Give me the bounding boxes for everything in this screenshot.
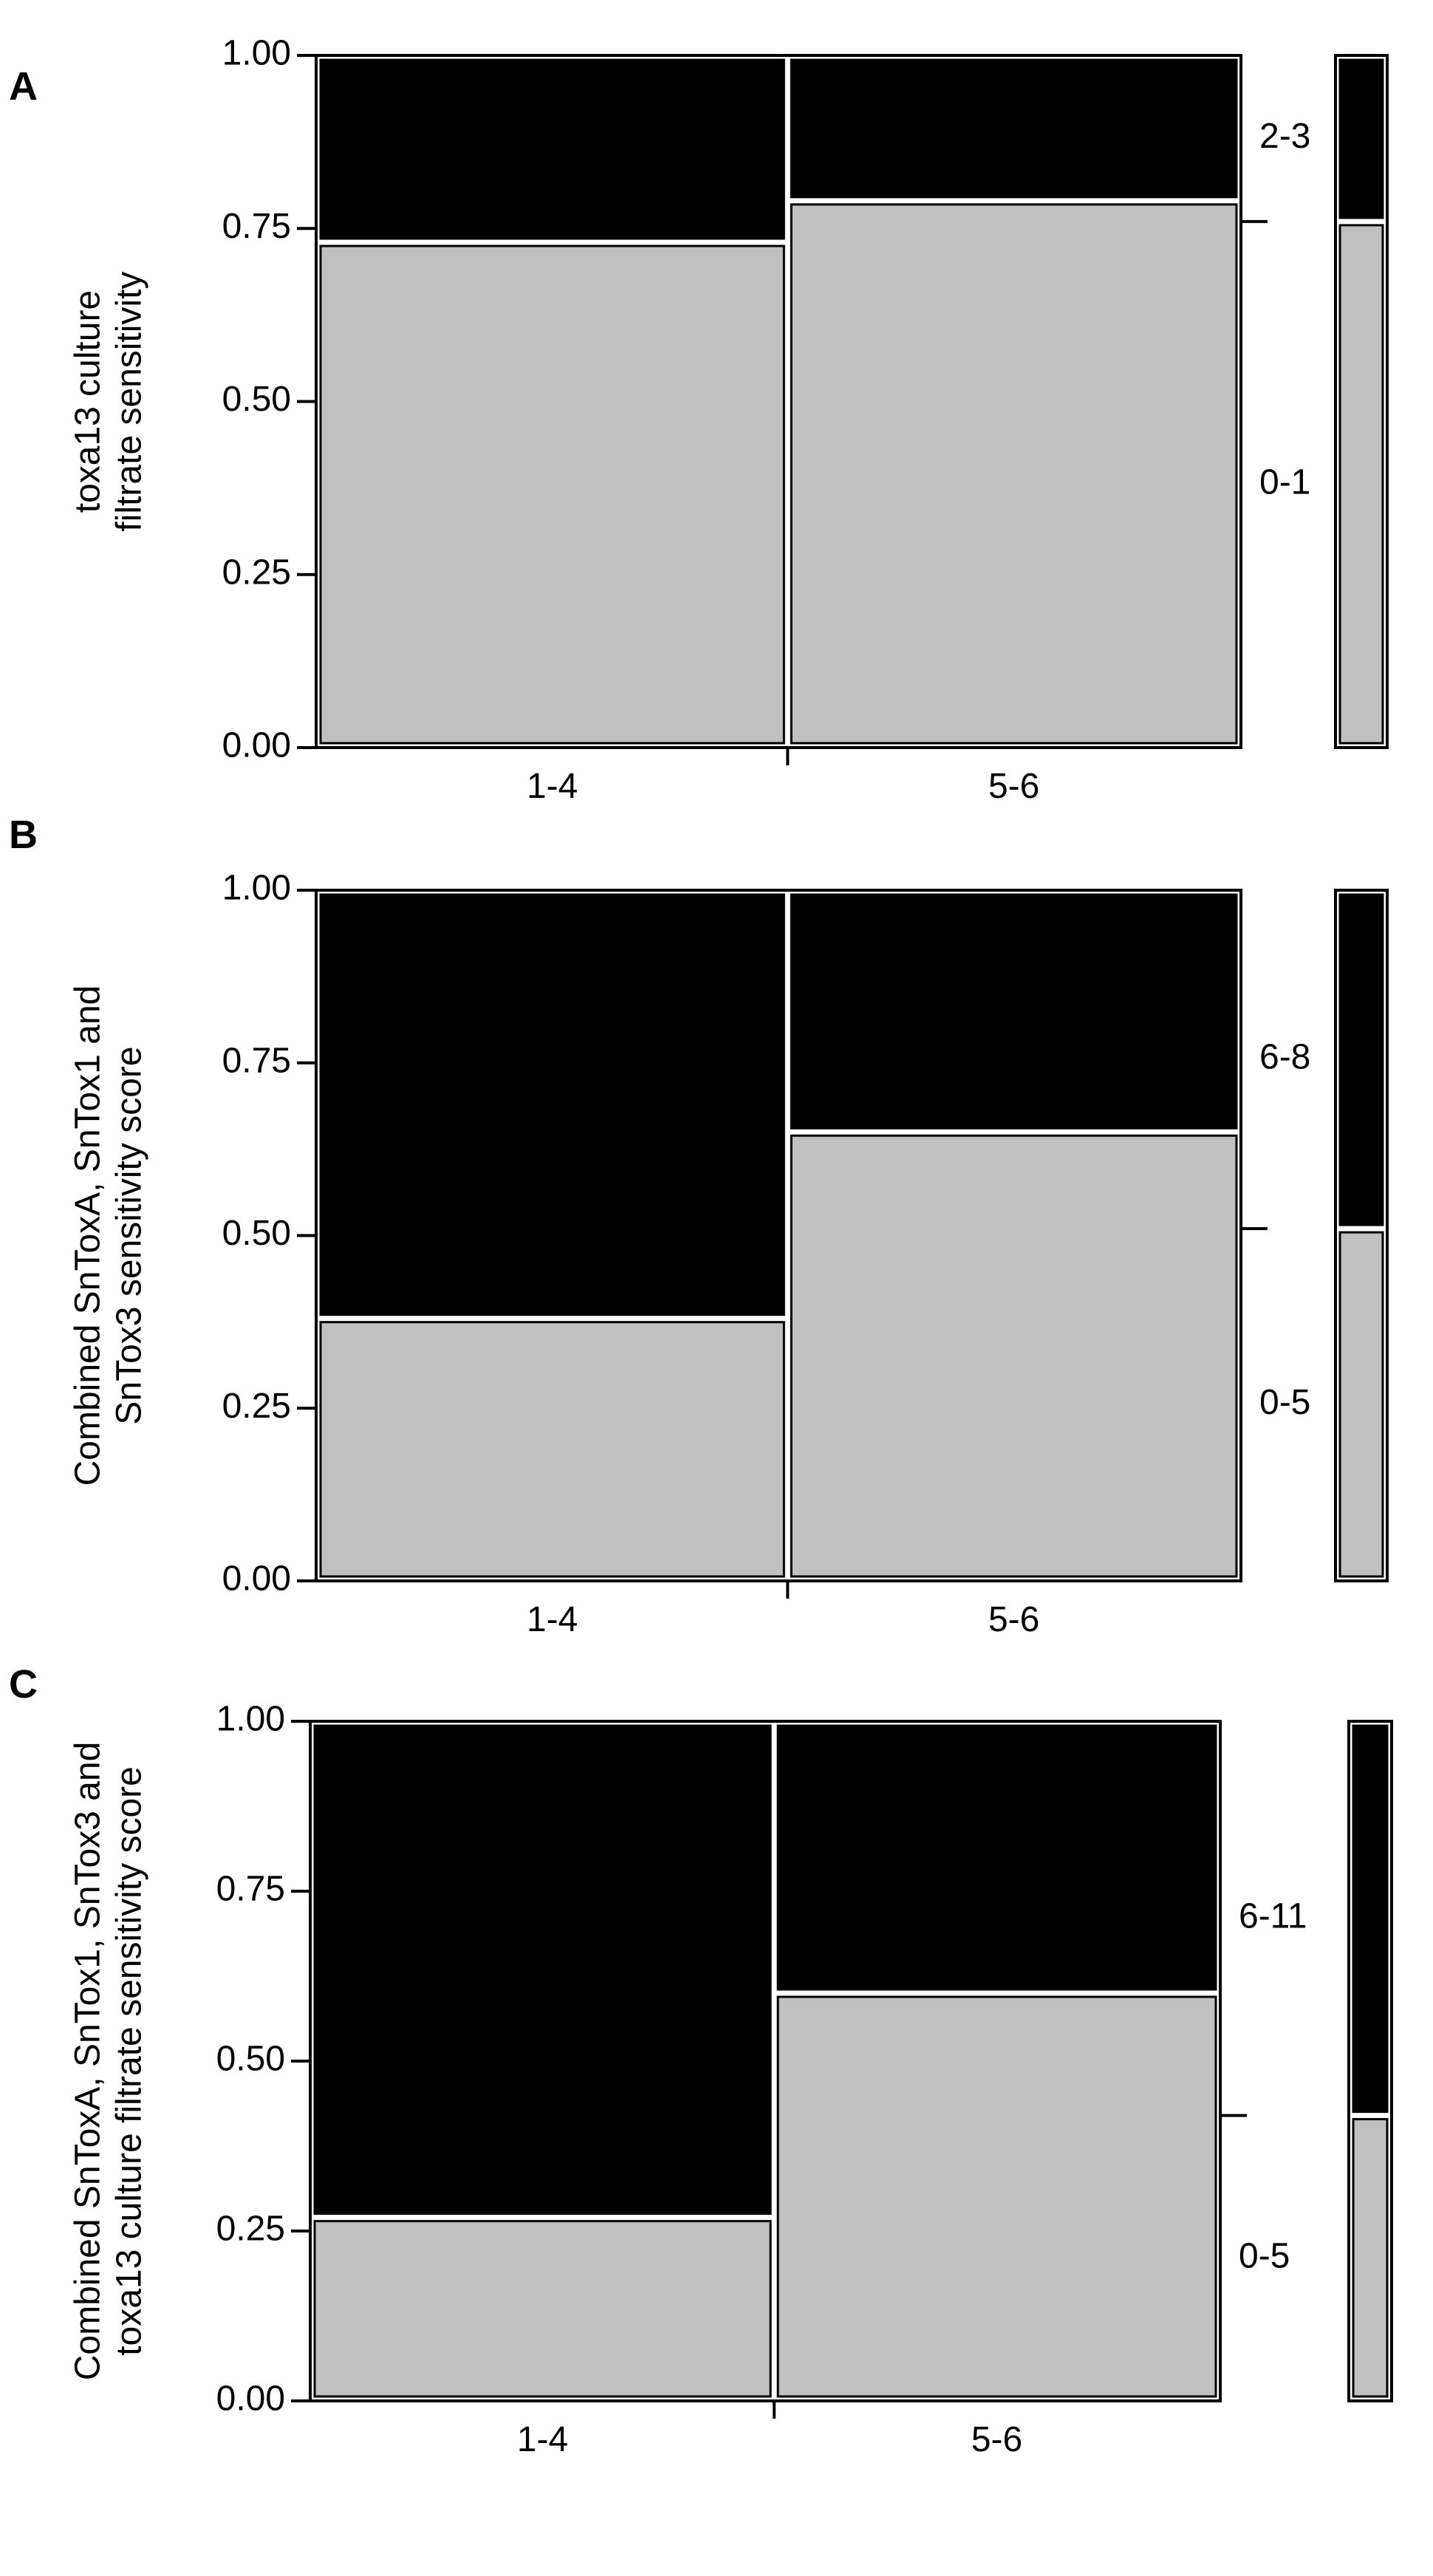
y-tick-label: 0.25 <box>222 1387 291 1426</box>
tile-1-4-0-5 <box>313 2220 772 2398</box>
y-tick-label: 0.75 <box>222 207 291 246</box>
marginal-tile-0-5 <box>1338 1231 1384 1578</box>
tile-1-4-6-11 <box>313 1724 772 2215</box>
tile-5-6-0-1 <box>790 203 1238 745</box>
y-tick-label: 1.00 <box>222 34 291 73</box>
x-tick-label: 5-6 <box>988 1600 1039 1639</box>
y-tick-label: 1.00 <box>216 1700 285 1739</box>
x-tick-label: 1-4 <box>527 767 578 806</box>
tile-5-6-0-5 <box>790 1134 1238 1578</box>
tile-5-6-0-5 <box>776 1995 1217 2398</box>
tile-1-4-6-8 <box>319 893 785 1316</box>
y-tick-label: 0.75 <box>222 1041 291 1080</box>
y-tick-label: 0.25 <box>222 553 291 592</box>
marginal-tile-0-5 <box>1352 2118 1389 2398</box>
marginal-tile-2-3 <box>1338 58 1384 219</box>
y-tick-label: 0.50 <box>222 380 291 419</box>
y-axis-label: Combined SnToxA, SnTox1, SnTox3 and <box>69 1742 108 2381</box>
x-tick-label: 5-6 <box>971 2420 1022 2459</box>
x-tick-label: 1-4 <box>517 2420 568 2459</box>
level-label: 2-3 <box>1259 117 1310 156</box>
level-label: 6-11 <box>1239 1896 1307 1936</box>
marginal-tile-0-1 <box>1338 224 1384 745</box>
y-axis-label: SnTox3 sensitivity score <box>110 1046 149 1424</box>
y-tick-label: 0.00 <box>222 726 291 765</box>
tile-5-6-6-11 <box>776 1724 1217 1991</box>
tile-1-4-0-5 <box>319 1321 785 1578</box>
y-axis-label: toxa13 culture filtrate sensitivity scor… <box>110 1766 149 2356</box>
level-label: 6-8 <box>1259 1038 1310 1077</box>
x-tick-label: 1-4 <box>527 1600 578 1639</box>
y-tick-label: 0.50 <box>222 1214 291 1253</box>
marginal-tile-6-8 <box>1338 893 1384 1226</box>
level-label: 0-5 <box>1239 2236 1290 2275</box>
panel-letter: A <box>9 64 38 109</box>
tile-5-6-2-3 <box>790 58 1238 199</box>
panel-b: B Combined SnToxA, SnTox1 and SnTox3 sensi… <box>9 813 1389 1639</box>
y-tick-label: 0.00 <box>216 2379 285 2419</box>
y-tick-label: 0.25 <box>216 2210 285 2249</box>
panel-c: C Combined SnToxA, SnTox1, SnTox3 and toxa… <box>9 1662 1393 2459</box>
y-axis-label: filtrate sensitivity <box>110 271 149 531</box>
tile-1-4-2-3 <box>319 58 785 240</box>
tile-5-6-6-8 <box>790 893 1238 1130</box>
y-tick-label: 0.00 <box>222 1559 291 1599</box>
y-axis-label: toxa13 culture <box>69 290 108 513</box>
marginal-tile-6-11 <box>1352 1724 1389 2114</box>
y-axis-label: Combined SnToxA, SnTox1 and <box>69 985 108 1486</box>
tile-1-4-0-1 <box>319 245 785 745</box>
y-tick-label: 0.50 <box>216 2040 285 2079</box>
panel-letter: B <box>9 813 38 857</box>
y-tick-label: 1.00 <box>222 869 291 908</box>
panel-letter: C <box>9 1662 38 1706</box>
x-tick-label: 5-6 <box>988 767 1039 806</box>
y-tick-label: 0.75 <box>216 1870 285 1909</box>
level-label: 0-1 <box>1259 463 1310 502</box>
level-label: 0-5 <box>1259 1383 1310 1422</box>
